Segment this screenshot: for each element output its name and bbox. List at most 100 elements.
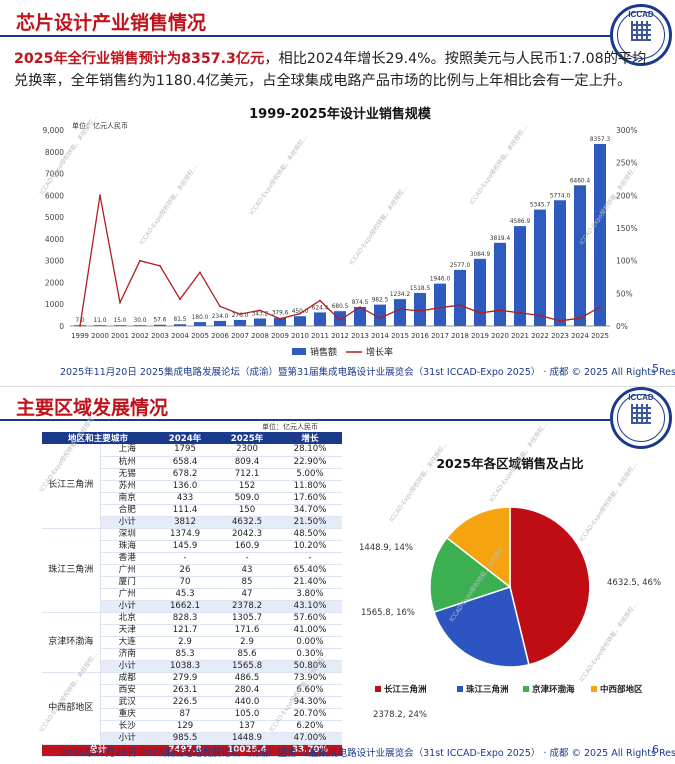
table-row: 无锡 678.2 712.1 5.00% — [42, 468, 343, 481]
growth-cell: 11.80% — [278, 480, 343, 493]
bar-value-label: 180.0 — [192, 315, 209, 321]
bar-2004 — [174, 324, 186, 326]
city-cell: 广州 — [100, 564, 155, 577]
iccad-logo: ICCAD — [610, 4, 672, 66]
growth-cell: 57.60% — [278, 612, 343, 625]
bar-value-label: 234.0 — [212, 314, 229, 320]
growth-cell: 34.70% — [278, 504, 343, 517]
bar-value-label: 57.6 — [154, 318, 167, 324]
x-tick-label: 2017 — [431, 332, 449, 340]
value-2024-cell: 26 — [154, 564, 217, 577]
value-2025-cell: 85 — [216, 576, 279, 589]
growth-point-2000 — [99, 194, 101, 197]
chart-unit-label: 单位：亿元人民币 — [72, 121, 128, 130]
x-tick-label: 2002 — [131, 332, 149, 340]
y2-tick-label: 300% — [616, 126, 637, 135]
total-2025-cell: 10025.4 — [216, 744, 279, 757]
value-2025-cell: 486.5 — [216, 672, 279, 685]
bar-2025 — [594, 143, 606, 326]
value-2025-cell: 2300 — [216, 444, 279, 457]
x-tick-label: 2024 — [571, 332, 589, 340]
growth-point-2006 — [219, 305, 221, 308]
pie-slice-1 — [433, 586, 530, 668]
bar-2022 — [534, 209, 546, 326]
table-row: 小计 3812 4632.5 21.50% — [42, 516, 343, 529]
city-cell: 长沙 — [100, 720, 155, 733]
summary-paragraph: 2025年全行业销售预计为8357.3亿元，相比2024年增长29.4%。按照美… — [14, 48, 654, 92]
growth-cell: 28.10% — [278, 444, 343, 457]
bar-value-label: 276.0 — [232, 313, 249, 319]
legend-swatch-sales — [292, 348, 306, 355]
growth-point-2022 — [539, 314, 541, 317]
bar-2005 — [194, 322, 206, 326]
pie-legend-swatch — [375, 686, 381, 692]
bar-value-label: 1234.2 — [390, 292, 411, 298]
x-tick-label: 2004 — [171, 332, 189, 340]
growth-cell: 94.30% — [278, 696, 343, 709]
region-name-cell: 长江三角洲 — [42, 444, 101, 529]
y2-tick-label: 50% — [616, 289, 633, 298]
bar-2023 — [554, 200, 566, 326]
growth-point-2025 — [599, 306, 601, 308]
table-row: 长江三角洲 上海 1795 2300 28.10% — [42, 444, 343, 529]
y2-tick-label: 0% — [616, 322, 628, 331]
bar-value-label: 3819.4 — [490, 236, 511, 242]
growth-point-2009 — [279, 317, 281, 320]
growth-point-2012 — [339, 319, 341, 322]
bar-2018 — [454, 269, 466, 326]
city-cell: 苏州 — [100, 480, 155, 493]
value-2024-cell: 1662.1 — [154, 600, 217, 613]
value-2025-cell: 105.0 — [216, 708, 279, 721]
slide-footer: 2025年11月20日 2025集成电路发展论坛（成渝）暨第31届集成电路设计业… — [60, 367, 675, 378]
value-2025-cell: 47 — [216, 588, 279, 601]
y-tick-label: 4000 — [45, 235, 64, 244]
x-tick-label: 2021 — [511, 332, 529, 340]
total-growth-cell: 33.70% — [278, 744, 343, 757]
table-row: 珠江三角洲 深圳 1374.9 2042.3 48.50% — [42, 528, 343, 613]
city-cell: 北京 — [100, 612, 155, 625]
total-label-cell: 总计 — [42, 744, 155, 757]
value-2025-cell: 171.6 — [216, 624, 279, 637]
growth-point-2014 — [379, 317, 381, 320]
x-tick-label: 2018 — [451, 332, 469, 340]
city-cell: 重庆 — [100, 708, 155, 721]
y-tick-label: 3000 — [45, 257, 64, 266]
legend-label-growth: 增长率 — [366, 346, 393, 358]
growth-point-2016 — [419, 310, 421, 312]
pie-legend-label: 珠江三角洲 — [466, 684, 509, 695]
x-tick-label: 2019 — [471, 332, 489, 340]
growth-cell: 17.60% — [278, 492, 343, 505]
table-row: 南京 433 509.0 17.60% — [42, 492, 343, 505]
growth-cell: 50.80% — [278, 660, 343, 673]
pie-title: 2025年各区域销售及占比 — [436, 456, 584, 471]
bar-value-label: 4586.9 — [510, 219, 531, 225]
table-row: 广州 26 43 65.40% — [42, 564, 343, 577]
value-2024-cell: 129 — [154, 720, 217, 733]
x-tick-label: 2003 — [151, 332, 169, 340]
city-cell: 小计 — [100, 732, 155, 745]
table-row: 广州 45.3 47 3.80% — [42, 588, 343, 601]
growth-point-2021 — [519, 312, 521, 314]
x-tick-label: 2009 — [271, 332, 289, 340]
growth-point-2011 — [319, 299, 321, 302]
table-header-row: 地区和主要城市 2024年 2025年 增长 — [42, 432, 343, 444]
bar-value-label: 624.4 — [312, 305, 329, 311]
bar-value-label: 5774.0 — [550, 193, 571, 199]
x-tick-label: 2014 — [371, 332, 389, 340]
title-underline — [0, 419, 610, 421]
pie-slice-label: 4632.5, 46% — [607, 578, 661, 588]
bar-2011 — [314, 312, 326, 326]
value-2024-cell: 1038.3 — [154, 660, 217, 673]
bar-2024 — [574, 185, 586, 326]
growth-cell: 6.20% — [278, 720, 343, 733]
value-2024-cell: 1795 — [154, 444, 217, 457]
y-tick-label: 2000 — [45, 278, 64, 287]
growth-point-2019 — [479, 312, 481, 314]
bar-value-label: 1518.5 — [410, 286, 431, 292]
bar-value-label: 982.5 — [372, 298, 389, 304]
y2-tick-label: 150% — [616, 224, 637, 233]
city-cell: 小计 — [100, 516, 155, 529]
x-tick-label: 1999 — [71, 332, 89, 340]
region-name-cell: 中西部地区 — [42, 672, 101, 745]
bar-2006 — [214, 320, 226, 326]
